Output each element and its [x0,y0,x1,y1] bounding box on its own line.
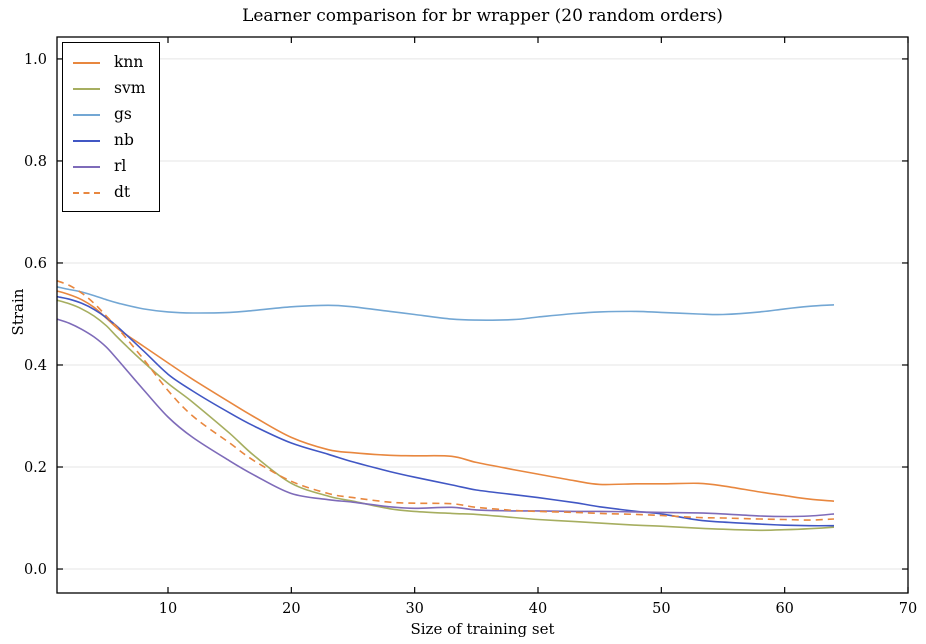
legend-label: knn [114,53,144,72]
legend-line-sample-dt [73,192,100,194]
legend-label: gs [114,105,132,124]
legend-label: nb [114,131,134,150]
legend-item-rl: rl [73,154,145,180]
y-axis-label: Strain [9,288,27,336]
series-line-rl [56,318,835,518]
legend: knn svm gs nb rl dt [62,42,161,212]
legend-line-sample-svm [73,88,100,90]
legend-label: rl [114,157,127,176]
chart-title: Learner comparison for br wrapper (20 ra… [242,6,723,26]
series-line-svm [56,299,835,532]
legend-item-nb: nb [73,128,145,154]
legend-line-sample-knn [73,62,100,64]
legend-item-knn: knn [73,50,145,76]
axis-frame [56,36,909,594]
series-line-knn [56,290,835,502]
y-tick-label: 0.6 [24,256,47,272]
legend-line-sample-rl [73,166,100,168]
x-tick-label: 50 [652,601,670,617]
legend-item-gs: gs [73,102,145,128]
x-tick-label: 60 [775,601,793,617]
y-tick-label: 0.4 [24,358,47,374]
series-line-dt [56,280,835,521]
x-tick-label: 30 [405,601,423,617]
legend-label: dt [114,183,131,202]
legend-line-sample-gs [73,114,100,116]
legend-item-svm: svm [73,76,145,102]
legend-item-dt: dt [73,180,145,206]
series-line-gs [56,286,835,321]
y-tick-label: 0.0 [24,562,47,578]
series-line-nb [56,295,835,527]
x-tick-label: 20 [282,601,300,617]
legend-line-sample-nb [73,140,100,142]
x-tick-label: 40 [529,601,547,617]
x-axis-label: Size of training set [410,620,555,638]
x-tick-label: 10 [159,601,177,617]
y-tick-label: 1.0 [24,52,47,68]
y-tick-label: 0.8 [24,154,47,170]
y-tick-label: 0.2 [24,460,47,476]
legend-label: svm [114,79,146,98]
x-tick-label: 70 [899,601,917,617]
